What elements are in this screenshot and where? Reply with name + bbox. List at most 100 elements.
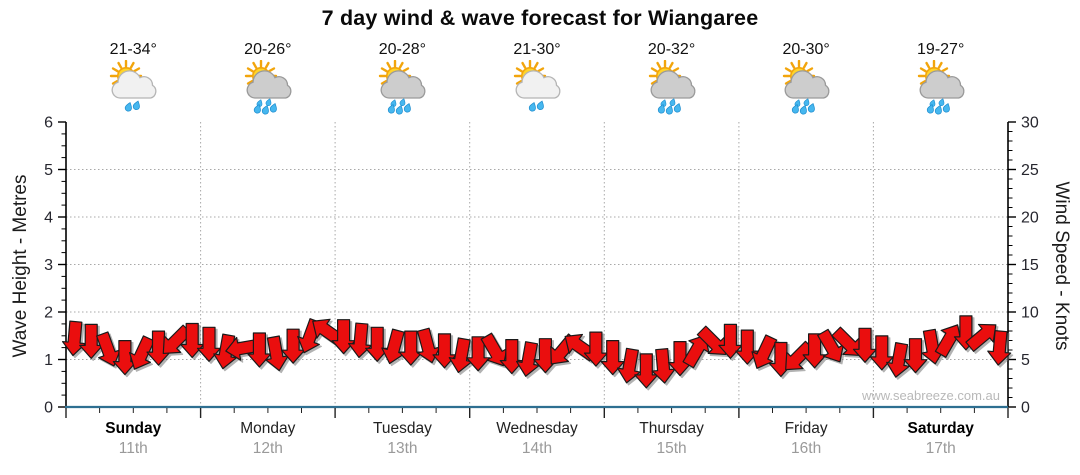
raindrop-icon <box>528 102 536 112</box>
day-label: Thursday <box>639 420 704 437</box>
raindrop-icon <box>657 104 665 114</box>
wind-arrow-icon <box>213 333 238 370</box>
wind-arrow-icon <box>365 326 390 362</box>
day-date: 15th <box>656 440 687 457</box>
wind-arrow-icon <box>886 342 910 378</box>
watermark-link: www.seabreeze.com.au <box>861 388 1000 403</box>
raindrop-icon <box>265 98 272 106</box>
cloud-icon <box>515 70 561 99</box>
right-tick-label: 0 <box>1021 400 1030 417</box>
wind-arrow-icon <box>162 324 193 355</box>
raindrop-icon <box>536 100 544 110</box>
wind-arrow-icon <box>785 340 815 371</box>
raindrop-icon <box>269 103 277 113</box>
raindrop-icon <box>934 105 942 115</box>
raindrop-icon <box>133 100 141 110</box>
wind-arrow-icon <box>718 323 743 359</box>
raindrop-icon <box>253 104 261 114</box>
left-tick-label: 3 <box>44 257 53 274</box>
wind-arrow-icon <box>96 331 121 367</box>
wind-arrow-icon <box>416 327 441 364</box>
raindrop-icon <box>396 105 404 115</box>
day-label: Monday <box>240 420 296 437</box>
day-temp-range: 20-30° <box>782 41 830 58</box>
day-label: Wednesday <box>496 420 578 437</box>
cloud-icon <box>246 70 292 99</box>
wind-arrow-icon <box>852 327 878 363</box>
day-temp-range: 21-34° <box>109 41 157 58</box>
raindrop-icon <box>400 98 406 106</box>
sun-cloud-rain-icon <box>912 59 970 118</box>
raindrop-icon <box>803 98 810 106</box>
cloud-icon <box>111 70 157 99</box>
raindrop-icon <box>673 103 681 113</box>
day-date: 16th <box>791 440 822 457</box>
left-tick-label: 0 <box>44 400 53 417</box>
day-date: 17th <box>925 440 956 457</box>
wind-arrow-icon <box>466 336 491 372</box>
left-tick-label: 5 <box>44 162 53 179</box>
day-temp-range: 19-27° <box>917 41 965 58</box>
day-label: Saturday <box>907 420 974 437</box>
raindrop-icon <box>665 105 673 115</box>
wind-arrow-icon <box>499 339 524 375</box>
wind-arrow-icon <box>196 326 222 362</box>
left-tick-label: 2 <box>44 305 53 322</box>
sun-cloud-light-rain-icon <box>104 59 162 118</box>
day-date: 11th <box>118 440 148 457</box>
wind-arrow-icon <box>247 332 272 368</box>
wind-arrow-icon <box>751 334 778 369</box>
left-tick-label: 4 <box>44 210 53 227</box>
wind-arrow-icon <box>79 323 104 359</box>
right-axis-label: Wind Speed - Knots <box>1051 181 1072 351</box>
wind-arrow-icon <box>817 328 844 363</box>
raindrop-icon <box>792 104 800 114</box>
left-axis-label: Wave Height - Metres <box>10 174 31 358</box>
cloud-icon <box>381 70 426 99</box>
wind-arrow-icon <box>616 347 641 384</box>
raindrop-icon <box>938 98 945 106</box>
right-tick-label: 10 <box>1021 305 1039 322</box>
wind-arrow-icon <box>869 335 894 371</box>
right-tick-label: 15 <box>1021 257 1039 274</box>
wind-arrow-icon <box>600 340 625 376</box>
wind-arrow-icon <box>987 330 1012 366</box>
wind-arrow-icon <box>448 337 473 374</box>
cloud-icon <box>650 70 695 99</box>
day-date: 12th <box>252 440 283 457</box>
day-label: Tuesday <box>372 420 432 437</box>
wind-arrow-icon <box>265 335 289 372</box>
wind-arrow-icon <box>398 330 423 366</box>
day-temp-range: 20-32° <box>647 41 696 58</box>
wind-arrow-icon <box>903 338 928 374</box>
raindrop-icon <box>800 105 808 115</box>
day-label: Friday <box>784 420 828 437</box>
raindrop-icon <box>942 103 950 113</box>
right-tick-label: 20 <box>1021 210 1039 227</box>
day-temp-range: 20-26° <box>244 41 292 58</box>
raindrop-icon <box>125 102 133 112</box>
wind-arrow-icon <box>515 341 540 377</box>
sun-cloud-rain-icon <box>643 59 701 118</box>
left-tick-label: 1 <box>44 352 53 369</box>
sun-cloud-rain-icon <box>239 59 297 118</box>
wind-arrow-series <box>61 315 1012 389</box>
raindrop-icon <box>404 103 412 113</box>
page-title: 7 day wind & wave forecast for Wiangaree <box>321 6 759 30</box>
raindrop-icon <box>669 98 675 106</box>
wind-arrow-icon <box>802 333 827 369</box>
sun-cloud-rain-icon <box>373 59 431 118</box>
sun-cloud-light-rain-icon <box>508 59 566 118</box>
wind-arrow-icon <box>583 331 609 367</box>
wind-arrow-icon <box>128 335 155 370</box>
raindrop-icon <box>388 104 396 114</box>
day-date: 13th <box>387 440 418 457</box>
day-label: Sunday <box>105 420 162 437</box>
raindrop-icon <box>808 103 816 113</box>
cloud-icon <box>919 70 965 99</box>
wind-arrow-icon <box>651 348 676 384</box>
wind-arrow-icon <box>696 325 727 356</box>
day-temp-range: 20-28° <box>378 41 427 58</box>
